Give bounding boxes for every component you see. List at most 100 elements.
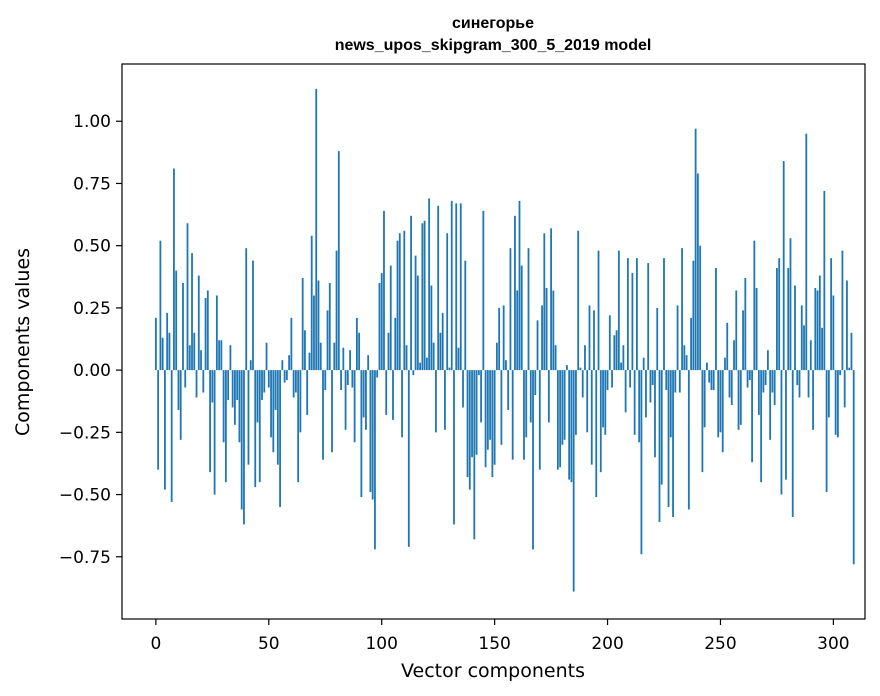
bar-211 [631,273,634,371]
bar-208 [624,370,627,413]
bar-300 [832,295,835,371]
bar-147 [486,370,489,450]
bar-287 [803,325,805,371]
bar-249 [717,370,720,438]
x-tick-label: 300 [817,634,849,654]
bar-74 [322,370,324,460]
chart-title: синегорье [452,15,534,32]
bar-235 [685,355,688,371]
bar-289 [807,370,810,398]
bar-175 [550,228,552,371]
bar-28 [218,340,221,371]
bar-130 [448,367,451,371]
bar-42 [249,360,252,371]
bar-126 [439,332,442,371]
bar-174 [547,370,550,423]
bar-237 [690,317,693,371]
bar-102 [385,370,388,415]
bar-233 [681,248,683,371]
bar-303 [839,370,842,376]
bar-213 [636,258,638,371]
bar-259 [739,370,742,425]
bar-184 [570,370,573,483]
bar-59 [288,355,291,371]
bar-88 [353,370,356,443]
bar-177 [554,345,557,371]
bar-198 [602,370,604,428]
bar-89 [355,317,358,371]
bar-158 [511,370,514,460]
bar-15 [188,345,191,371]
bar-117 [419,362,422,371]
x-tick-label: 50 [258,634,280,654]
bar-140 [471,370,473,458]
bar-5 [166,312,169,371]
bar-67 [306,370,309,415]
bar-169 [536,320,539,371]
bar-51 [270,370,272,438]
bar-82 [340,370,342,391]
bar-112 [407,370,410,547]
bar-17 [193,332,196,371]
bar-243 [703,370,706,428]
bar-296 [823,190,826,371]
bar-58 [285,370,288,381]
bar-266 [755,287,758,371]
bar-215 [640,370,643,555]
bar-9 [175,270,178,371]
bar-47 [261,370,263,400]
bar-157 [509,248,512,371]
bar-44 [254,370,257,488]
bar-68 [308,352,311,371]
bar-143 [477,370,480,376]
bar-219 [649,370,652,403]
bar-229 [672,370,674,517]
x-axis-label: Vector components [401,660,585,682]
bar-245 [708,370,711,383]
bar-244 [706,362,708,371]
bar-106 [394,317,397,371]
bar-260 [742,310,744,371]
y-tick-label: 0.25 [73,299,111,319]
bar-212 [633,370,636,435]
bar-115 [414,255,417,371]
x-tick-label: 200 [591,634,623,654]
bar-46 [258,370,261,483]
y-axis: −0.75 −0.50 −0.25 0.00 0.25 0.50 0.75 1.00 [59,112,122,568]
bar-183 [568,370,571,480]
bar-223 [658,370,661,522]
bar-193 [590,370,593,465]
bar-268 [760,370,763,483]
bar-203 [613,335,616,371]
bar-8 [173,168,175,371]
bar-142 [475,370,478,455]
bar-309 [852,370,855,565]
bar-66 [304,330,306,371]
bar-116 [416,275,419,371]
bar-2 [159,240,162,371]
bar-248 [715,268,717,371]
x-tick-label: 150 [478,634,510,654]
bar-133 [455,203,458,371]
bar-173 [545,287,548,371]
bar-172 [543,233,546,371]
bar-32 [227,370,230,400]
bar-95 [369,370,372,493]
bar-261 [744,278,747,371]
bar-306 [846,280,848,371]
bar-134 [457,347,460,371]
bar-96 [371,370,374,500]
bar-267 [757,370,760,415]
bar-288 [805,133,808,371]
bar-94 [367,355,370,371]
bar-263 [748,370,751,381]
bar-191 [586,370,589,433]
bar-284 [796,370,799,386]
x-tick-label: 250 [704,634,736,654]
bar-25 [211,370,214,403]
bar-280 [787,268,790,371]
bar-188 [579,367,582,371]
bar-75 [324,370,327,391]
bar-12 [182,283,184,371]
